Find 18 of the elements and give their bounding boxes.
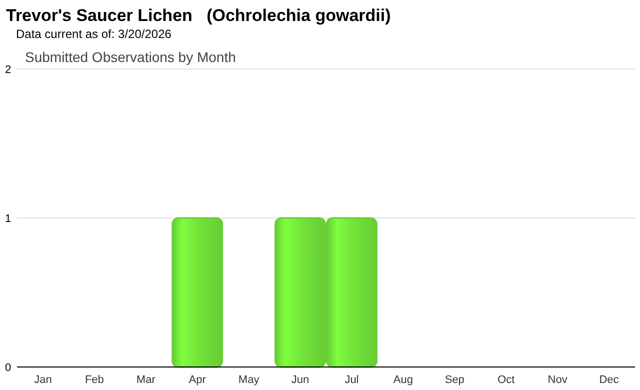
x-tick-label: Nov: [548, 374, 568, 386]
x-tick-label: Aug: [393, 374, 413, 386]
x-tick-label: Dec: [599, 374, 620, 386]
x-tick-label: Feb: [84, 374, 104, 386]
x-tick-label: Mar: [136, 374, 156, 386]
x-tick-label: Apr: [188, 374, 206, 386]
y-tick-label: 1: [4, 213, 12, 225]
text: Submitted Observations by Month: [25, 49, 236, 65]
chart-subtitle: Data current as of: 3/20/2026: [16, 27, 172, 41]
y-tick-label: 2: [4, 64, 12, 76]
x-tick-label: May: [238, 374, 260, 386]
x-tick-label: Sep: [444, 374, 464, 386]
x-tick-label: Oct: [498, 374, 515, 386]
x-tick-label: Jul: [344, 374, 359, 386]
x-tick-label: Jun: [291, 374, 310, 386]
chart-title: Trevor's Saucer Lichen (Ochrolechia gowardii): [6, 6, 391, 25]
y-tick-label: 0: [4, 362, 12, 374]
x-tick-label: Jan: [34, 374, 52, 386]
